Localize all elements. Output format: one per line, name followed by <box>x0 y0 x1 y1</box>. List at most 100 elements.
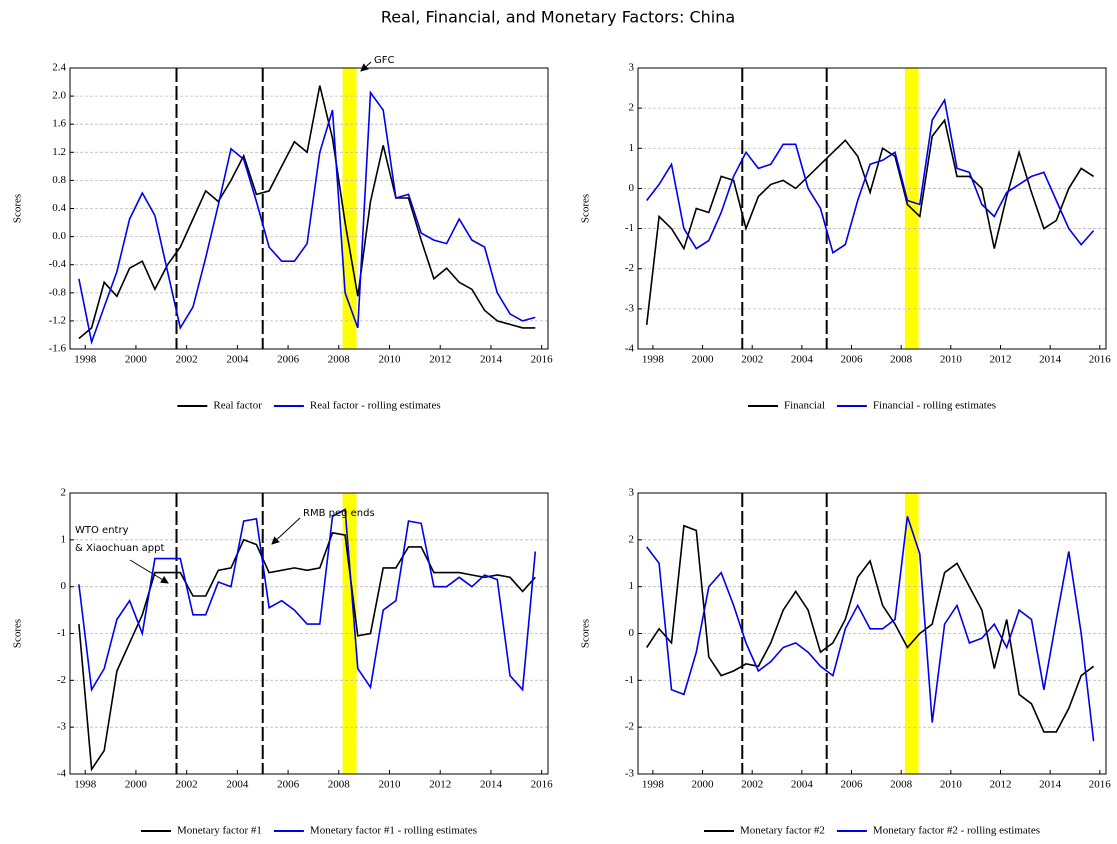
y-tick-label: 0 <box>61 580 67 592</box>
x-tick-label: 1998 <box>74 354 97 366</box>
x-tick-label: 2008 <box>890 779 913 791</box>
y-tick-label: 1 <box>629 580 635 592</box>
x-tick-label: 2016 <box>531 354 554 366</box>
x-tick-label: 1998 <box>74 779 97 791</box>
event-shade <box>342 68 357 349</box>
y-tick-label: 3 <box>629 62 635 74</box>
y-tick-label: 1.6 <box>52 118 66 130</box>
series-line <box>78 85 536 340</box>
y-tick-label: 0.8 <box>52 174 66 186</box>
legend-label: Monetary factor #1 <box>177 825 262 837</box>
x-tick-label: 2014 <box>1039 779 1062 791</box>
y-tick-label: -3 <box>625 302 635 314</box>
y-tick-label: 2 <box>629 533 635 545</box>
x-tick-label: 2012 <box>989 779 1011 791</box>
x-tick-label: 2000 <box>692 779 715 791</box>
y-tick-label: 3 <box>629 487 635 499</box>
x-tick-label: 2008 <box>328 354 351 366</box>
y-tick-label: -1.6 <box>49 343 67 355</box>
series-line <box>78 531 536 772</box>
y-tick-label: -4 <box>625 343 635 355</box>
plot-frame <box>69 492 549 775</box>
y-tick-label: -2 <box>57 674 66 686</box>
legend-label: Monetary factor #1 - rolling estimates <box>310 825 477 837</box>
annotation-arrow <box>360 61 372 72</box>
x-tick-label: 2006 <box>841 354 864 366</box>
x-tick-label: 2004 <box>226 354 249 366</box>
x-tick-label: 2010 <box>940 779 963 791</box>
x-tick-label: 2002 <box>176 779 198 791</box>
plot-frame <box>69 67 549 350</box>
y-tick-label: 2 <box>61 487 67 499</box>
annotation-arrow <box>271 517 301 545</box>
x-tick-label: 2016 <box>531 779 554 791</box>
x-tick-label: 2002 <box>741 354 763 366</box>
x-tick-label: 2012 <box>429 354 451 366</box>
x-tick-label: 2004 <box>791 779 814 791</box>
x-tick-label: 2000 <box>692 354 715 366</box>
x-tick-label: 2006 <box>277 779 300 791</box>
x-tick-label: 2014 <box>1039 354 1062 366</box>
y-tick-label: -2 <box>625 262 634 274</box>
series-line <box>78 508 537 693</box>
annotation: RMB peg ends <box>303 508 375 519</box>
x-tick-label: 2002 <box>741 779 763 791</box>
plot-frame <box>637 492 1107 775</box>
y-tick-label: 1 <box>61 533 67 545</box>
x-tick-label: 2000 <box>125 779 148 791</box>
y-tick-label: -1.2 <box>49 314 66 326</box>
annotation: & Xiaochuan appt <box>75 543 164 554</box>
plot-frame <box>637 67 1107 350</box>
x-tick-label: 2006 <box>841 779 864 791</box>
y-axis-label: Scores <box>580 619 592 648</box>
x-tick-label: 2010 <box>940 354 963 366</box>
y-tick-label: -2 <box>625 721 634 733</box>
x-tick-label: 2004 <box>791 354 814 366</box>
annotation: WTO entry <box>75 525 129 536</box>
legend-label: Financial <box>784 400 825 412</box>
x-tick-label: 2012 <box>989 354 1011 366</box>
series-line <box>646 97 1095 254</box>
legend-label: Real factor - rolling estimates <box>310 400 441 412</box>
y-tick-label: -1 <box>625 674 634 686</box>
x-tick-label: 2010 <box>379 779 402 791</box>
y-tick-label: 1.2 <box>52 146 66 158</box>
event-shade <box>904 493 919 774</box>
x-tick-label: 2002 <box>176 354 198 366</box>
x-tick-label: 1998 <box>642 779 665 791</box>
series-line <box>646 524 1095 733</box>
x-tick-label: 2006 <box>277 354 300 366</box>
x-tick-label: 2014 <box>480 779 503 791</box>
y-axis-label: Scores <box>12 194 24 223</box>
x-tick-label: 2010 <box>379 354 402 366</box>
x-tick-label: 2004 <box>226 779 249 791</box>
y-tick-label: 2 <box>629 102 635 114</box>
y-tick-label: -1 <box>625 222 634 234</box>
y-tick-label: -3 <box>625 768 635 780</box>
y-tick-label: -4 <box>57 768 67 780</box>
x-tick-label: 1998 <box>642 354 665 366</box>
y-axis-label: Scores <box>12 619 24 648</box>
series-line <box>645 118 1095 325</box>
x-tick-label: 2016 <box>1089 779 1112 791</box>
series-line <box>646 516 1095 742</box>
x-tick-label: 2016 <box>1089 354 1112 366</box>
legend-label: Financial - rolling estimates <box>873 400 996 412</box>
y-tick-label: -3 <box>57 721 67 733</box>
series-line <box>78 90 536 345</box>
y-tick-label: -0.4 <box>49 258 67 270</box>
y-tick-label: 1 <box>629 142 635 154</box>
figure-title: Real, Financial, and Monetary Factors: C… <box>381 8 735 27</box>
y-tick-label: 0 <box>629 182 635 194</box>
legend-label: Monetary factor #2 <box>740 825 825 837</box>
legend-label: Monetary factor #2 - rolling estimates <box>873 825 1040 837</box>
annotation-arrow <box>129 559 169 584</box>
x-tick-label: 2008 <box>328 779 351 791</box>
y-tick-label: 0.4 <box>52 202 66 214</box>
y-tick-label: -0.8 <box>49 286 67 298</box>
legend-label: Real factor <box>213 400 262 412</box>
y-tick-label: 0 <box>629 627 635 639</box>
y-tick-label: 0.0 <box>52 230 66 242</box>
event-shade <box>342 493 357 774</box>
